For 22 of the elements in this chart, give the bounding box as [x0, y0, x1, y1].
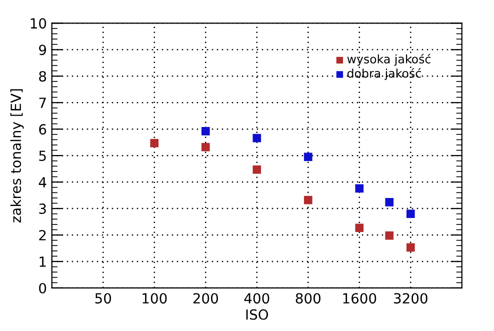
y-tick-label: 0: [39, 282, 46, 294]
y-tick-label: 8: [39, 71, 46, 82]
x-tick-label: 400: [244, 293, 270, 304]
y-axis-title: zakres tonalny [EV]: [10, 89, 24, 223]
x-tick-label: 1600: [343, 293, 376, 304]
y-tick-label: 7: [39, 98, 46, 108]
x-tick-label: 800: [296, 293, 320, 304]
legend-label: dobra jakość: [347, 68, 421, 80]
y-tick-label: 9: [39, 44, 46, 56]
y-tick-label: 1: [40, 256, 46, 267]
y-tick-label: 3: [39, 204, 46, 214]
x-tick-label: 100: [142, 293, 167, 304]
y-tick-label: 5: [39, 150, 46, 162]
x-tick-label: 50: [95, 293, 112, 304]
x-tick-label: 200: [193, 293, 218, 304]
legend-label: wysoka jakość: [347, 54, 430, 66]
x-axis-title: ISO: [246, 309, 268, 320]
y-tick-label: 6: [39, 124, 46, 135]
y-tick-label: 10: [30, 18, 46, 29]
y-tick-label: 2: [39, 230, 46, 240]
y-tick-label: 4: [38, 177, 46, 188]
x-tick-label: 3200: [394, 293, 428, 304]
